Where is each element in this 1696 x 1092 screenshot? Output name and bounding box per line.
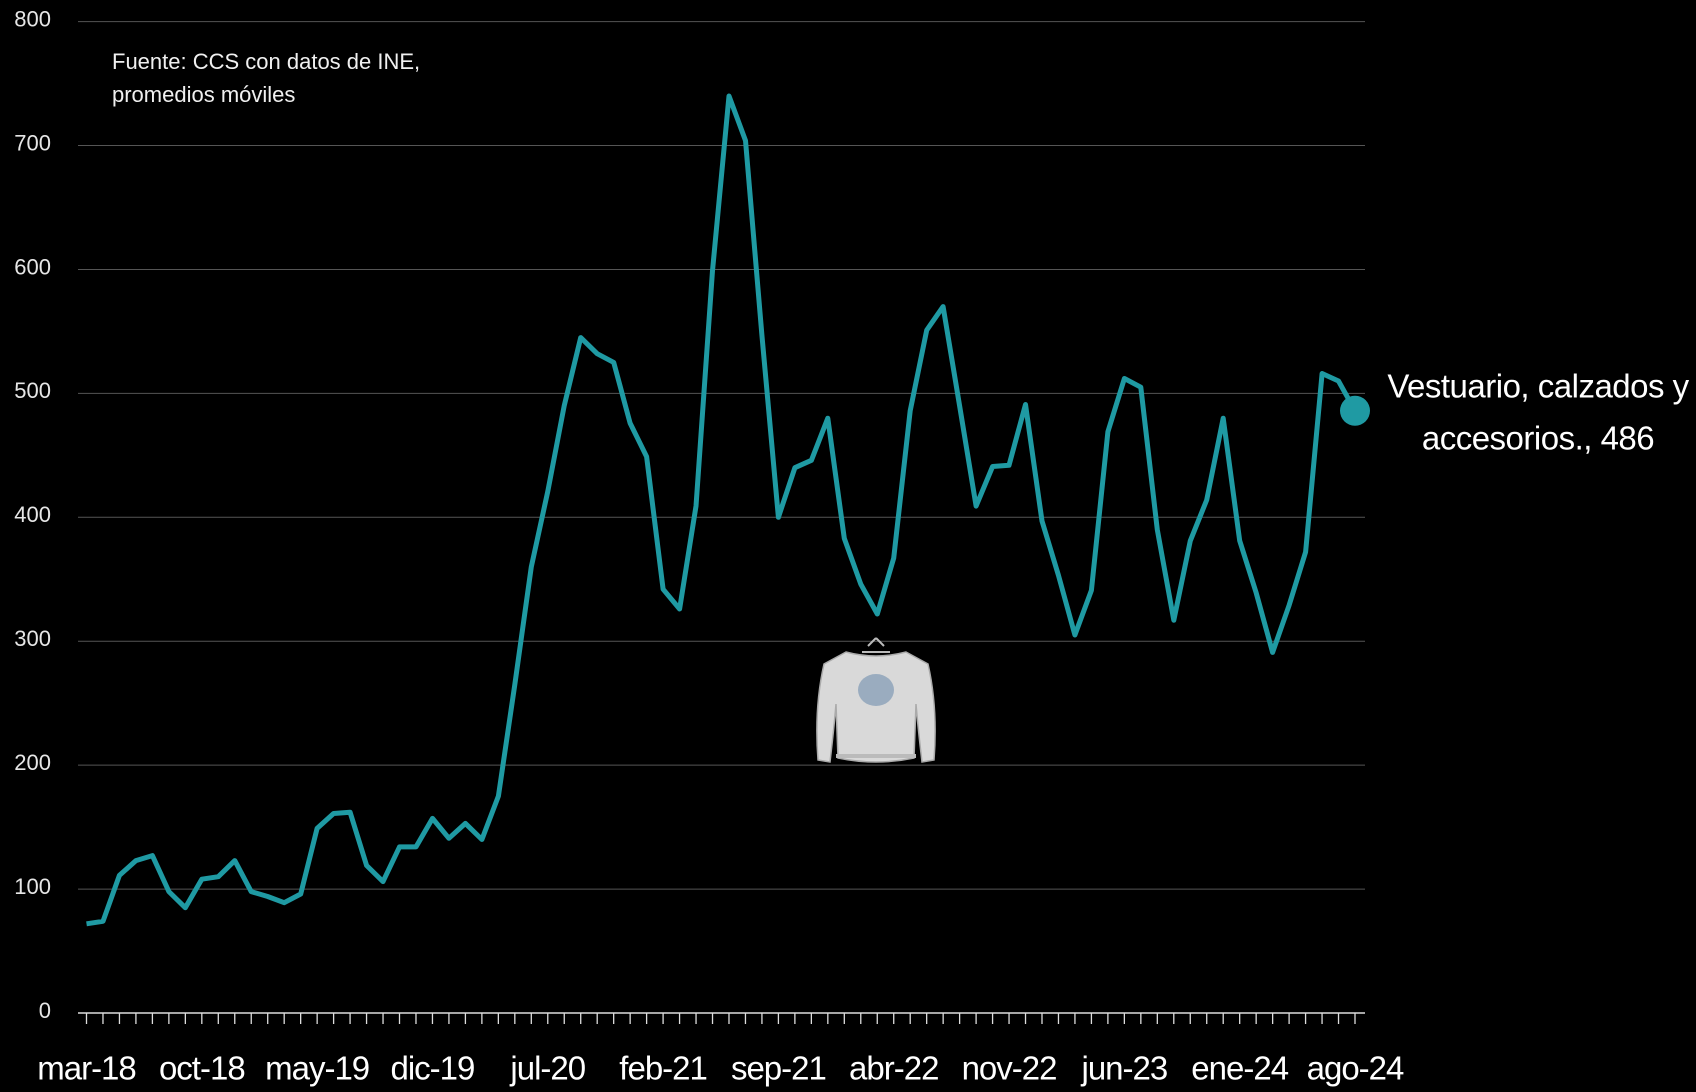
y-tick-label: 100 bbox=[14, 874, 51, 899]
source-note: promedios móviles bbox=[112, 82, 295, 107]
sweater-icon bbox=[816, 637, 936, 763]
end-label: accesorios., 486 bbox=[1422, 420, 1654, 457]
x-tick-label: feb-21 bbox=[619, 1050, 707, 1087]
y-tick-label: 400 bbox=[14, 502, 51, 527]
end-label: Vestuario, calzados y bbox=[1387, 368, 1689, 405]
end-point bbox=[1340, 395, 1370, 426]
plot: 0 100 200 300 400 500 600 700 800 mar-18 oct-18 may… bbox=[14, 6, 1405, 1087]
y-tick-label: 300 bbox=[14, 626, 51, 651]
source-note: Fuente: CCS con datos de INE, bbox=[112, 49, 420, 74]
x-tick-label: mar-18 bbox=[37, 1050, 136, 1087]
y-tick-label: 200 bbox=[14, 750, 51, 775]
y-tick-label: 0 bbox=[39, 998, 51, 1023]
y-tick-label: 700 bbox=[14, 130, 51, 155]
x-tick-label: oct-18 bbox=[159, 1050, 245, 1087]
x-tick-label: abr-22 bbox=[849, 1050, 938, 1087]
x-tick-label: ago-24 bbox=[1307, 1050, 1404, 1087]
x-tick-label: jun-23 bbox=[1080, 1050, 1167, 1087]
x-tick-label: sep-21 bbox=[731, 1050, 826, 1087]
y-tick-label: 800 bbox=[14, 6, 51, 31]
x-tick-label: jul-20 bbox=[509, 1050, 585, 1087]
y-tick-label: 600 bbox=[14, 254, 51, 279]
x-tick-label: nov-22 bbox=[962, 1050, 1057, 1087]
x-tick-label: may-19 bbox=[265, 1050, 369, 1087]
x-tick-label: ene-24 bbox=[1191, 1050, 1288, 1087]
y-tick-label: 500 bbox=[14, 378, 51, 403]
series-line bbox=[86, 93, 1358, 927]
x-tick-label: dic-19 bbox=[391, 1050, 475, 1087]
